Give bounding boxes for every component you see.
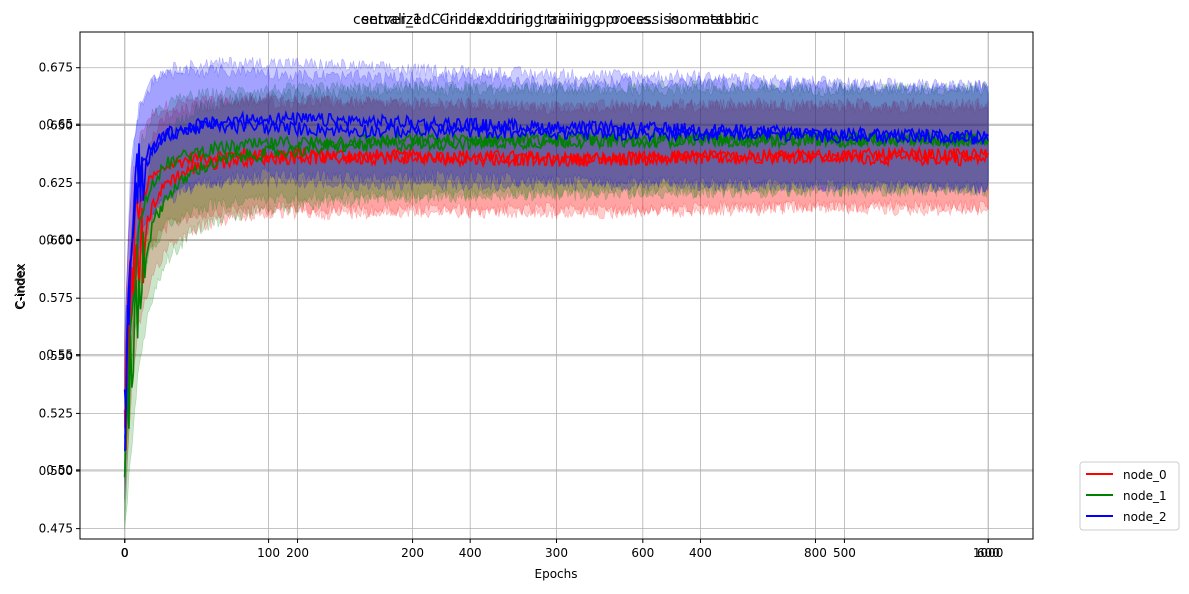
x-tick-label-a: 600 bbox=[631, 546, 654, 560]
y-tick-label-b: 0.525 bbox=[39, 406, 73, 420]
y-tick-label-a: 0.55 bbox=[46, 348, 73, 362]
y-tick-label-b: 0.550 bbox=[39, 349, 73, 363]
y-tick-label-b: 0.650 bbox=[39, 118, 73, 132]
legend-label-node-2: node_2 bbox=[1123, 510, 1167, 524]
y-tick-label-a: 0.65 bbox=[46, 117, 73, 131]
legend-label-node-1: node_1 bbox=[1123, 489, 1167, 503]
legend-label-node-0: node_0 bbox=[1123, 468, 1167, 482]
chart-title-a: centralized. C-index during training pro… bbox=[353, 12, 759, 28]
y-tick-label-a: 0.60 bbox=[46, 232, 73, 246]
x-tick-label-b: 500 bbox=[833, 546, 856, 560]
series-line-node-2-run-1 bbox=[123, 109, 989, 410]
std-band-node-0-run-1 bbox=[124, 94, 989, 503]
legend: node_0 node_1 node_2 bbox=[1079, 461, 1180, 531]
axis-ticks: 0 200 400 600 800 1000 0.50 0.55 0.60 0.650 100 200… bbox=[39, 61, 1004, 560]
series-line-node-0-run-1 bbox=[123, 145, 990, 451]
legend-frame bbox=[1079, 461, 1180, 531]
x-tick-label-a: 400 bbox=[459, 546, 482, 560]
series-line-node-2-run-0 bbox=[124, 118, 989, 452]
x-tick-label-a: 0 bbox=[121, 546, 129, 560]
x-tick-label-b: 300 bbox=[545, 546, 568, 560]
y-tick-label-a: 0.50 bbox=[46, 463, 73, 477]
chart-title-b: server_1. C-index during training proces… bbox=[362, 12, 751, 28]
std-band-node-1-run-1 bbox=[124, 79, 989, 530]
x-axis-label: Epochs bbox=[535, 567, 578, 581]
y-tick-label-b: 0.575 bbox=[39, 291, 73, 305]
x-tick-label-a: 1000 bbox=[973, 546, 1004, 560]
y-tick-label-b: 0.500 bbox=[39, 464, 73, 478]
y-tick-label-b: 0.475 bbox=[39, 522, 73, 536]
x-tick-label-a: 800 bbox=[804, 546, 827, 560]
std-band-node-1-run-0 bbox=[124, 79, 989, 522]
series-lines bbox=[123, 109, 990, 478]
std-band-node-2-run-0 bbox=[124, 63, 989, 500]
y-tick-label-b: 0.600 bbox=[39, 234, 73, 248]
x-tick-label-b: 100 bbox=[257, 546, 280, 560]
x-tick-label-b: 200 bbox=[401, 546, 424, 560]
x-tick-label-b: 0 bbox=[121, 546, 129, 560]
y-axis-label-a: C-index bbox=[14, 263, 28, 309]
y-tick-label-b: 0.675 bbox=[39, 61, 73, 75]
x-tick-label-b: 400 bbox=[689, 546, 712, 560]
std-band-node-0-run-0 bbox=[124, 92, 989, 484]
x-tick-label-a: 200 bbox=[286, 546, 309, 560]
y-tick-label-b: 0.625 bbox=[39, 176, 73, 190]
x-tick-label-b: 600 bbox=[977, 546, 1000, 560]
y-axis-label-b: C-index bbox=[13, 264, 27, 310]
